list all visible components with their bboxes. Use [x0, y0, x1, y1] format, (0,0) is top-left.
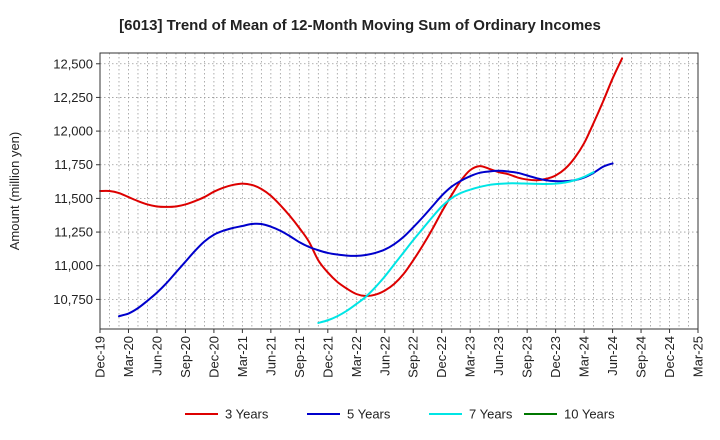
legend: 3 Years 5 Years 7 Years 10 Years — [185, 407, 615, 422]
x-tick-label: Sep-24 — [634, 336, 649, 378]
x-tick-label: Mar-25 — [691, 336, 706, 377]
y-axis-ticks: 10,750 11,000 11,250 11,500 11,750 12,000 12,2… — [53, 56, 100, 307]
y-tick-label: 10,750 — [53, 292, 93, 307]
series-line-5-years — [117, 162, 614, 318]
x-tick-label: Dec-22 — [434, 336, 449, 378]
plot-frame — [99, 52, 699, 330]
x-tick-label: Jun-21 — [263, 336, 278, 376]
series-line-7-years — [317, 171, 595, 324]
x-tick-label: Jun-24 — [605, 336, 620, 376]
x-tick-label: Mar-21 — [235, 336, 250, 377]
x-tick-label: Jun-22 — [377, 336, 392, 376]
chart-title: [6013] Trend of Mean of 12-Month Moving … — [119, 17, 601, 34]
legend-label-10-years: 10 Years — [564, 407, 615, 422]
x-tick-label: Mar-20 — [121, 336, 136, 377]
x-tick-label: Jun-23 — [491, 336, 506, 376]
x-tick-label: Dec-23 — [548, 336, 563, 378]
legend-label-5-years: 5 Years — [347, 407, 391, 422]
x-tick-label: Dec-21 — [320, 336, 335, 378]
legend-label-3-years: 3 Years — [225, 407, 269, 422]
x-tick-label: Dec-20 — [206, 336, 221, 378]
x-tick-label: Sep-21 — [292, 336, 307, 378]
series-lines — [99, 57, 624, 324]
x-tick-label: Sep-20 — [178, 336, 193, 378]
y-tick-label: 11,500 — [54, 191, 93, 206]
series-line-3-years — [99, 57, 624, 298]
x-tick-label: Sep-22 — [406, 336, 421, 378]
x-tick-label: Mar-24 — [577, 336, 592, 377]
y-tick-label: 12,500 — [53, 56, 93, 71]
x-tick-label: Dec-19 — [93, 336, 108, 378]
x-tick-label: Jun-20 — [149, 336, 164, 376]
legend-label-7-years: 7 Years — [469, 407, 513, 422]
y-tick-label: 12,000 — [53, 124, 93, 139]
y-tick-label: 12,250 — [53, 90, 93, 105]
x-tick-label: Mar-22 — [349, 336, 364, 377]
x-tick-label: Sep-23 — [520, 336, 535, 378]
y-tick-label: 11,000 — [54, 258, 93, 273]
x-tick-label: Mar-23 — [463, 336, 478, 377]
y-axis-label: Amount (million yen) — [7, 132, 22, 251]
x-tick-label: Dec-24 — [662, 336, 677, 378]
x-axis-ticks: Dec-19 Mar-20 Jun-20 Sep-20 Dec-20 Mar-21 Jun-… — [93, 329, 706, 378]
y-tick-label: 11,750 — [54, 157, 93, 172]
grid — [100, 53, 698, 329]
y-tick-label: 11,250 — [54, 225, 93, 240]
